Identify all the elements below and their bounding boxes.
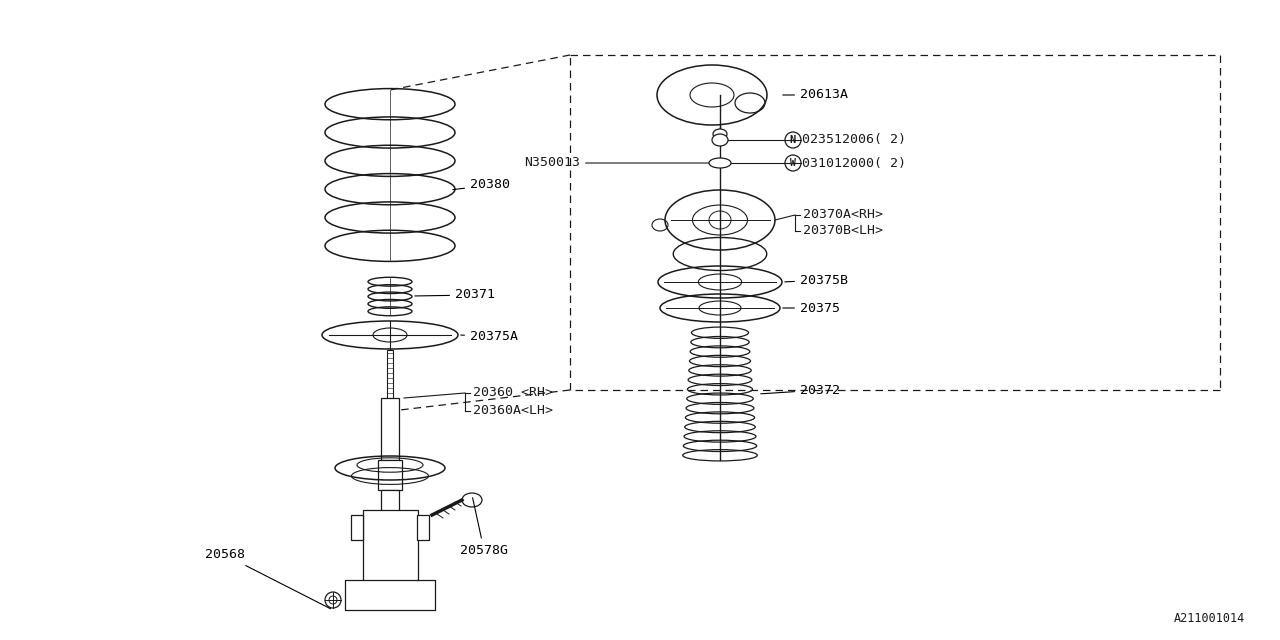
Text: 023512006( 2): 023512006( 2) bbox=[803, 134, 906, 147]
Text: W: W bbox=[790, 158, 796, 168]
Ellipse shape bbox=[712, 134, 728, 146]
Text: 20370A<RH>: 20370A<RH> bbox=[803, 209, 883, 221]
Text: 20613A: 20613A bbox=[783, 88, 849, 102]
Text: 20372: 20372 bbox=[760, 383, 840, 397]
Bar bbox=[351, 515, 364, 540]
Text: 20578G: 20578G bbox=[460, 498, 508, 557]
Text: 031012000( 2): 031012000( 2) bbox=[803, 157, 906, 170]
Text: 20568: 20568 bbox=[205, 548, 330, 609]
Text: N350013: N350013 bbox=[524, 157, 712, 170]
Text: 20380: 20380 bbox=[453, 179, 509, 191]
Ellipse shape bbox=[713, 129, 727, 139]
Bar bbox=[381, 490, 399, 550]
Bar bbox=[378, 460, 402, 490]
Text: 20375A: 20375A bbox=[461, 330, 518, 342]
Bar bbox=[387, 350, 393, 400]
Text: 20360 <RH>: 20360 <RH> bbox=[474, 387, 553, 399]
Bar bbox=[381, 398, 399, 460]
Text: 20371: 20371 bbox=[415, 289, 495, 301]
Text: A211001014: A211001014 bbox=[1174, 612, 1245, 625]
Text: 20360A<LH>: 20360A<LH> bbox=[474, 404, 553, 417]
Text: N: N bbox=[790, 135, 796, 145]
Text: 20370B<LH>: 20370B<LH> bbox=[803, 225, 883, 237]
Text: 20375: 20375 bbox=[783, 301, 840, 314]
Text: 20375B: 20375B bbox=[785, 273, 849, 287]
Bar bbox=[417, 515, 429, 540]
Bar bbox=[364, 510, 419, 580]
Ellipse shape bbox=[709, 158, 731, 168]
